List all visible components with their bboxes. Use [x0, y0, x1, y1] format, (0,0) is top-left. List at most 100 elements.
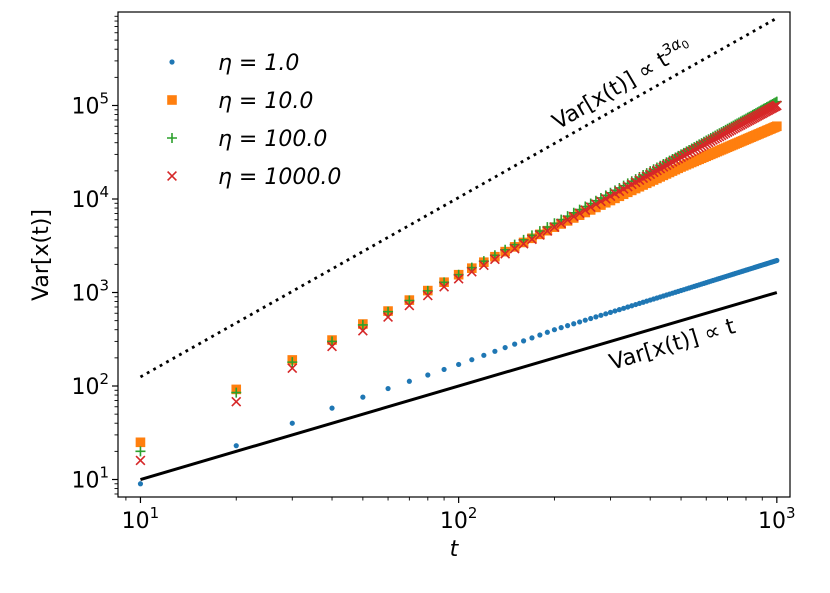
- data-point: [616, 307, 622, 313]
- axis-ticks: 101 102 103 101 102 103 104 105: [71, 15, 796, 534]
- data-point: [612, 308, 618, 314]
- series-4: [135, 100, 782, 466]
- data-point: [360, 394, 366, 400]
- data-point: [509, 243, 520, 254]
- y-tick-label: 103: [71, 277, 109, 307]
- data-point: [667, 156, 678, 167]
- data-point: [595, 196, 606, 207]
- data-point: [574, 210, 585, 220]
- data-point: [520, 338, 527, 344]
- data-point: [673, 153, 684, 164]
- x-tick-label: 103: [758, 504, 796, 534]
- data-point: [425, 372, 431, 378]
- data-point: [549, 222, 560, 233]
- y-axis-label: Var[x(t)]: [29, 209, 54, 301]
- legend-label: η = 1.0: [218, 51, 299, 76]
- data-point: [231, 396, 242, 407]
- data-markers: [135, 96, 782, 487]
- legend-marker: [169, 59, 175, 65]
- data-point: [571, 321, 577, 327]
- data-point: [231, 387, 242, 398]
- data-point: [689, 145, 700, 156]
- plot-frame: [117, 11, 791, 498]
- data-point: [686, 146, 697, 157]
- reference-line-linear: [140, 291, 778, 481]
- data-point: [453, 273, 464, 284]
- data-point: [678, 150, 689, 161]
- y-tick-label: 105: [71, 90, 109, 120]
- legend-marker: [167, 95, 177, 105]
- data-point: [684, 147, 695, 158]
- data-point: [422, 290, 433, 301]
- x-tick-label: 101: [122, 504, 160, 534]
- y-tick-label: 101: [71, 464, 109, 494]
- data-point: [774, 257, 780, 264]
- data-point: [478, 260, 489, 271]
- data-point: [469, 357, 475, 363]
- data-point: [625, 304, 631, 310]
- data-point: [564, 323, 571, 329]
- y-tick-label: 104: [71, 183, 109, 213]
- data-point: [580, 207, 591, 218]
- reference-line-superlinear: [139, 16, 778, 379]
- data-point: [558, 325, 564, 331]
- y-tick-label: 102: [71, 370, 109, 400]
- data-point: [544, 329, 550, 335]
- data-point: [537, 332, 543, 338]
- data-point: [772, 121, 782, 132]
- data-point: [574, 208, 585, 219]
- data-point: [357, 325, 368, 336]
- x-tick-label: 102: [440, 504, 478, 534]
- data-point: [600, 193, 611, 204]
- data-point: [329, 405, 335, 411]
- data-point: [135, 437, 146, 448]
- data-point: [603, 311, 609, 317]
- data-point: [327, 336, 338, 347]
- data-point: [481, 352, 487, 358]
- data-point: [568, 213, 579, 223]
- data-point: [598, 312, 604, 318]
- data-point: [512, 341, 518, 347]
- data-point: [621, 305, 627, 311]
- data-point: [327, 341, 337, 352]
- data-point: [357, 319, 368, 330]
- data-point: [527, 234, 537, 245]
- data-point: [466, 266, 477, 277]
- data-point: [664, 158, 675, 169]
- data-point: [580, 205, 591, 216]
- data-point: [562, 214, 573, 225]
- data-point: [383, 312, 394, 323]
- data-point: [137, 481, 144, 487]
- data-point: [441, 366, 447, 373]
- data-point: [591, 202, 601, 213]
- data-point: [289, 420, 295, 426]
- data-point: [492, 348, 498, 354]
- legend: η = 1.0 η = 10.0 η = 100.0 η = 1000.0: [167, 51, 341, 190]
- data-point: [585, 202, 596, 213]
- data-point: [489, 254, 500, 265]
- data-point: [287, 363, 298, 374]
- data-point: [556, 218, 567, 229]
- data-point: [233, 443, 239, 449]
- series-1: [137, 257, 780, 487]
- x-axis-label: t: [450, 537, 460, 562]
- data-point: [404, 300, 415, 311]
- data-point: [287, 357, 298, 368]
- data-point: [596, 200, 606, 210]
- data-point: [582, 317, 588, 323]
- data-point: [385, 385, 391, 392]
- data-point: [771, 100, 782, 111]
- data-point: [585, 205, 596, 215]
- data-point: [135, 446, 146, 457]
- data-point: [518, 238, 529, 249]
- reference-lines: [139, 16, 778, 481]
- data-point: [661, 160, 672, 171]
- data-point: [404, 295, 415, 306]
- data-point: [383, 306, 394, 317]
- data-point: [593, 314, 599, 320]
- data-point: [588, 315, 594, 322]
- legend-label: η = 1000.0: [218, 165, 341, 190]
- data-point: [406, 378, 412, 384]
- data-point: [529, 335, 535, 341]
